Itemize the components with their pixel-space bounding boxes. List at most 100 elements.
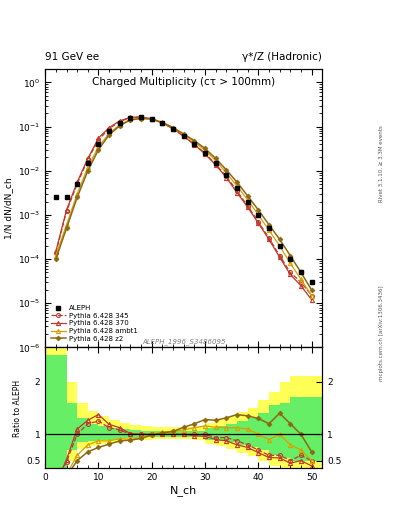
- Pythia 6.428 ambt1: [139, 115, 143, 121]
- Pythia 6.428 z2: [203, 145, 208, 152]
- ALEPH: [75, 181, 79, 187]
- Pythia 6.428 ambt1: [288, 260, 293, 266]
- Pythia 6.428 z2: [139, 116, 143, 122]
- Pythia 6.428 345: [266, 235, 271, 241]
- Line: Pythia 6.428 z2: Pythia 6.428 z2: [54, 117, 313, 292]
- ALEPH: [245, 199, 250, 205]
- Pythia 6.428 345: [171, 125, 175, 132]
- Pythia 6.428 z2: [213, 155, 218, 161]
- Pythia 6.428 z2: [192, 138, 197, 144]
- Pythia 6.428 370: [160, 120, 165, 126]
- Pythia 6.428 ambt1: [182, 132, 186, 138]
- Pythia 6.428 z2: [266, 222, 271, 228]
- Pythia 6.428 370: [149, 116, 154, 122]
- Pythia 6.428 345: [213, 161, 218, 167]
- Pythia 6.428 345: [75, 181, 79, 187]
- Pythia 6.428 ambt1: [256, 212, 261, 218]
- Pythia 6.428 ambt1: [107, 131, 112, 137]
- Pythia 6.428 ambt1: [192, 139, 197, 145]
- Text: Rivet 3.1.10, ≥ 3.3M events: Rivet 3.1.10, ≥ 3.3M events: [379, 125, 384, 202]
- Pythia 6.428 370: [288, 271, 293, 278]
- Pythia 6.428 345: [288, 269, 293, 275]
- Text: mcplots.cern.ch [arXiv:1306.3436]: mcplots.cern.ch [arXiv:1306.3436]: [379, 285, 384, 380]
- Pythia 6.428 370: [224, 175, 229, 181]
- Pythia 6.428 370: [64, 207, 69, 213]
- Pythia 6.428 345: [53, 249, 58, 255]
- Pythia 6.428 ambt1: [118, 122, 122, 128]
- ALEPH: [299, 269, 303, 275]
- Y-axis label: 1/N dN/dN_ch: 1/N dN/dN_ch: [5, 178, 14, 239]
- Pythia 6.428 z2: [235, 179, 239, 185]
- Pythia 6.428 370: [128, 114, 133, 120]
- Pythia 6.428 ambt1: [299, 276, 303, 282]
- Line: Pythia 6.428 370: Pythia 6.428 370: [54, 115, 314, 302]
- Pythia 6.428 345: [192, 141, 197, 147]
- Pythia 6.428 345: [107, 125, 112, 132]
- Y-axis label: Ratio to ALEPH: Ratio to ALEPH: [13, 379, 22, 437]
- Pythia 6.428 ambt1: [128, 116, 133, 122]
- Pythia 6.428 345: [128, 115, 133, 121]
- Pythia 6.428 370: [299, 283, 303, 289]
- Text: γ*/Z (Hadronic): γ*/Z (Hadronic): [242, 52, 322, 62]
- Pythia 6.428 ambt1: [96, 144, 101, 150]
- ALEPH: [288, 256, 293, 262]
- Pythia 6.428 345: [299, 279, 303, 285]
- ALEPH: [203, 150, 208, 156]
- Pythia 6.428 345: [235, 188, 239, 194]
- Pythia 6.428 z2: [256, 207, 261, 213]
- Pythia 6.428 345: [118, 118, 122, 124]
- Pythia 6.428 345: [139, 114, 143, 120]
- Pythia 6.428 370: [96, 135, 101, 141]
- ALEPH: [171, 125, 175, 132]
- Pythia 6.428 370: [213, 162, 218, 168]
- Pythia 6.428 345: [96, 137, 101, 143]
- Line: Pythia 6.428 345: Pythia 6.428 345: [54, 115, 314, 297]
- ALEPH: [224, 172, 229, 178]
- ALEPH: [85, 160, 90, 166]
- Text: 91 GeV ee: 91 GeV ee: [45, 52, 99, 62]
- Pythia 6.428 345: [160, 120, 165, 126]
- Pythia 6.428 345: [203, 150, 208, 156]
- ALEPH: [266, 225, 271, 231]
- Pythia 6.428 z2: [64, 225, 69, 231]
- Pythia 6.428 345: [245, 203, 250, 209]
- Pythia 6.428 z2: [309, 287, 314, 293]
- Pythia 6.428 370: [85, 155, 90, 161]
- Pythia 6.428 370: [171, 125, 175, 132]
- ALEPH: [213, 160, 218, 166]
- Pythia 6.428 370: [53, 248, 58, 254]
- Pythia 6.428 345: [64, 208, 69, 215]
- Pythia 6.428 370: [118, 118, 122, 124]
- ALEPH: [160, 120, 165, 126]
- ALEPH: [235, 185, 239, 191]
- Pythia 6.428 z2: [224, 167, 229, 173]
- Pythia 6.428 z2: [96, 146, 101, 153]
- Pythia 6.428 370: [75, 179, 79, 185]
- Pythia 6.428 345: [277, 252, 282, 259]
- Pythia 6.428 370: [266, 237, 271, 243]
- Pythia 6.428 ambt1: [149, 116, 154, 122]
- ALEPH: [149, 116, 154, 122]
- Text: Charged Multiplicity (cτ > 100mm): Charged Multiplicity (cτ > 100mm): [92, 77, 275, 88]
- ALEPH: [277, 243, 282, 249]
- Pythia 6.428 ambt1: [53, 252, 58, 259]
- Pythia 6.428 345: [182, 133, 186, 139]
- Pythia 6.428 ambt1: [213, 158, 218, 164]
- Pythia 6.428 z2: [75, 194, 79, 200]
- Pythia 6.428 ambt1: [245, 197, 250, 203]
- Line: ALEPH: ALEPH: [53, 115, 314, 285]
- ALEPH: [118, 120, 122, 126]
- Pythia 6.428 z2: [128, 117, 133, 123]
- Pythia 6.428 345: [224, 173, 229, 179]
- Pythia 6.428 ambt1: [160, 119, 165, 125]
- Pythia 6.428 z2: [149, 116, 154, 122]
- Pythia 6.428 370: [192, 142, 197, 148]
- ALEPH: [64, 194, 69, 200]
- Pythia 6.428 370: [107, 124, 112, 131]
- ALEPH: [107, 128, 112, 134]
- Pythia 6.428 z2: [171, 124, 175, 131]
- Pythia 6.428 z2: [107, 132, 112, 138]
- Pythia 6.428 ambt1: [266, 227, 271, 233]
- ALEPH: [53, 194, 58, 200]
- Pythia 6.428 ambt1: [224, 169, 229, 176]
